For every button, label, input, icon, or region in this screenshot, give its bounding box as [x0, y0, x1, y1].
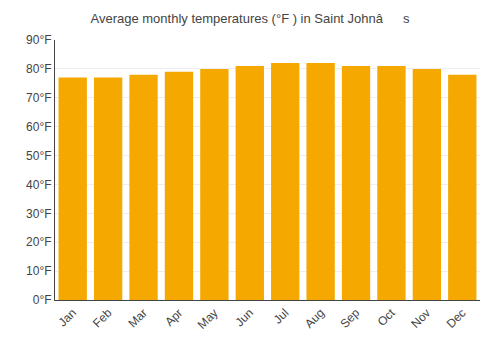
svg-text:10°F: 10°F	[26, 264, 51, 278]
svg-text:Dec: Dec	[444, 306, 469, 331]
svg-text:40°F: 40°F	[26, 178, 51, 192]
svg-text:Aug: Aug	[302, 306, 327, 331]
svg-text:Mar: Mar	[125, 306, 150, 331]
svg-text:90°F: 90°F	[26, 33, 51, 47]
svg-text:20°F: 20°F	[26, 235, 51, 249]
svg-text:Oct: Oct	[375, 305, 399, 329]
svg-text:Feb: Feb	[90, 306, 115, 331]
svg-text:0°F: 0°F	[33, 293, 52, 307]
svg-text:Jan: Jan	[55, 306, 79, 330]
svg-text:Jun: Jun	[233, 306, 257, 330]
svg-text:Apr: Apr	[162, 306, 185, 329]
svg-text:50°F: 50°F	[26, 149, 51, 163]
svg-text:30°F: 30°F	[26, 207, 51, 221]
svg-text:Sep: Sep	[337, 306, 362, 331]
svg-text:60°F: 60°F	[26, 120, 51, 134]
svg-text:80°F: 80°F	[26, 62, 51, 76]
svg-text:May: May	[195, 306, 221, 332]
svg-text:Average monthly temperatures (: Average monthly temperatures (°F ) in Sa…	[90, 11, 410, 26]
svg-text:Nov: Nov	[408, 306, 433, 331]
svg-text:70°F: 70°F	[26, 91, 51, 105]
svg-text:Jul: Jul	[271, 306, 292, 327]
